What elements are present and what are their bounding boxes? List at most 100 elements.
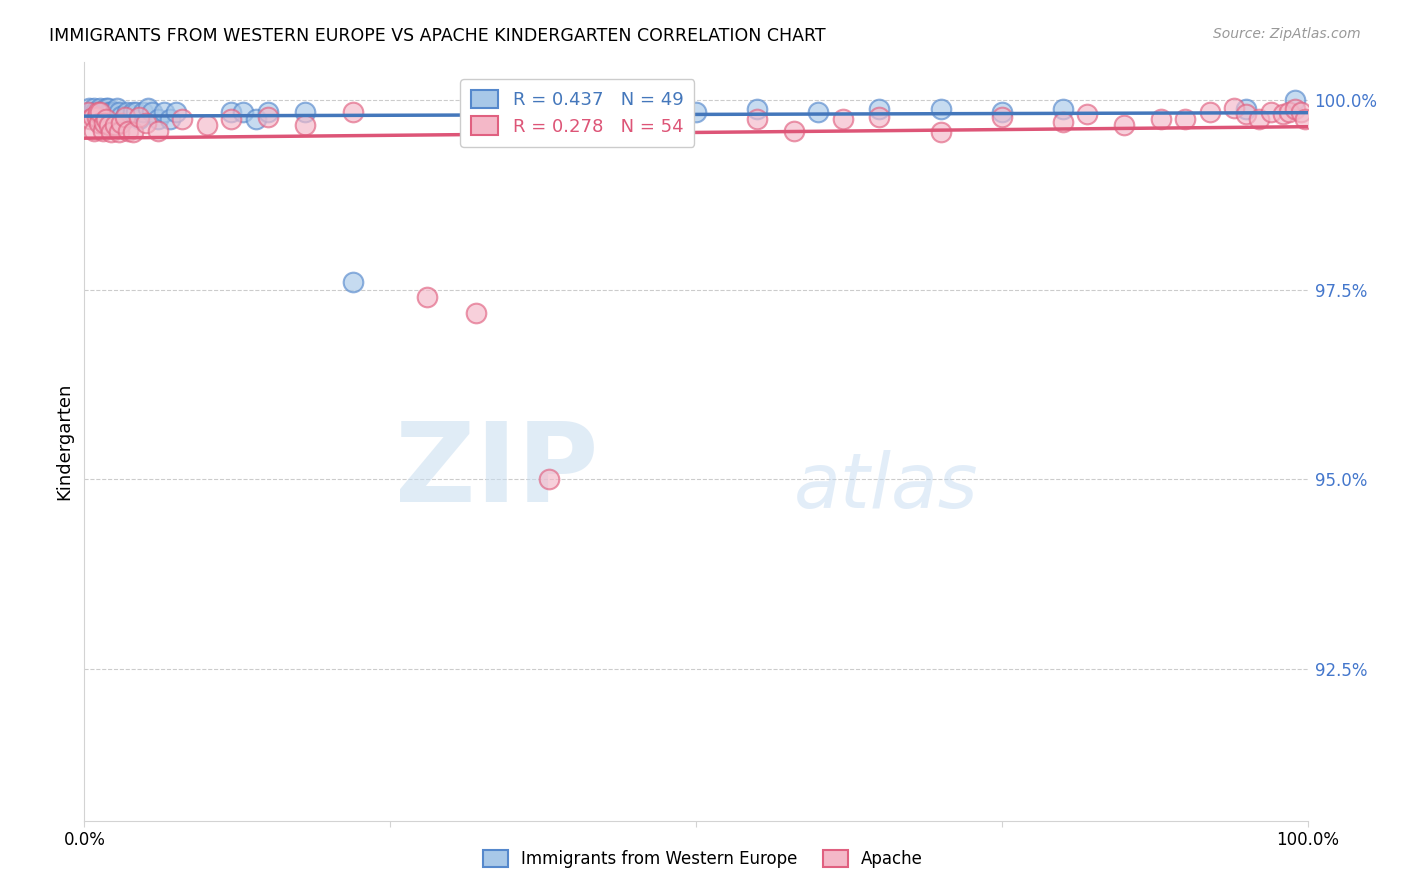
- Point: [146, 123, 169, 137]
- Point: [105, 101, 128, 115]
- Point: [1284, 103, 1306, 117]
- Point: [136, 101, 159, 115]
- Point: [929, 103, 952, 117]
- Point: [110, 116, 132, 130]
- Point: [128, 110, 150, 124]
- Point: [89, 104, 111, 119]
- Point: [869, 103, 891, 117]
- Point: [77, 104, 100, 119]
- Point: [93, 116, 115, 130]
- Point: [79, 112, 101, 127]
- Point: [104, 104, 127, 119]
- Point: [1052, 103, 1074, 117]
- Point: [104, 118, 127, 132]
- Point: [110, 108, 132, 122]
- Point: [93, 104, 115, 119]
- Point: [538, 473, 561, 487]
- Point: [96, 112, 118, 127]
- Point: [1052, 114, 1074, 128]
- Point: [232, 104, 254, 119]
- Point: [831, 112, 853, 127]
- Point: [122, 104, 145, 119]
- Point: [586, 118, 609, 132]
- Y-axis label: Kindergarten: Kindergarten: [55, 383, 73, 500]
- Point: [87, 104, 110, 119]
- Point: [90, 112, 112, 127]
- Point: [294, 104, 316, 119]
- Point: [96, 101, 118, 115]
- Point: [100, 104, 122, 119]
- Point: [991, 110, 1014, 124]
- Point: [1150, 112, 1173, 127]
- Point: [153, 104, 176, 119]
- Point: [685, 104, 707, 119]
- Point: [135, 116, 157, 130]
- Point: [991, 104, 1014, 119]
- Point: [165, 104, 187, 119]
- Point: [172, 112, 194, 127]
- Point: [342, 276, 364, 290]
- Point: [146, 112, 169, 127]
- Legend: R = 0.437   N = 49, R = 0.278   N = 54: R = 0.437 N = 49, R = 0.278 N = 54: [460, 79, 695, 146]
- Point: [929, 125, 952, 139]
- Legend: Immigrants from Western Europe, Apache: Immigrants from Western Europe, Apache: [477, 843, 929, 875]
- Point: [1294, 112, 1316, 127]
- Point: [77, 101, 100, 115]
- Point: [245, 112, 267, 127]
- Point: [115, 104, 138, 119]
- Point: [1236, 107, 1258, 121]
- Point: [141, 104, 163, 119]
- Point: [1174, 112, 1197, 127]
- Point: [117, 123, 139, 137]
- Point: [1236, 103, 1258, 117]
- Text: ZIP: ZIP: [395, 418, 598, 525]
- Point: [464, 305, 486, 319]
- Point: [807, 104, 830, 119]
- Point: [783, 123, 806, 137]
- Point: [82, 110, 104, 124]
- Point: [128, 112, 150, 127]
- Point: [97, 104, 120, 119]
- Text: Source: ZipAtlas.com: Source: ZipAtlas.com: [1213, 27, 1361, 41]
- Point: [219, 112, 242, 127]
- Point: [107, 104, 129, 119]
- Point: [1278, 104, 1301, 119]
- Point: [112, 112, 135, 127]
- Text: atlas: atlas: [794, 450, 979, 524]
- Point: [1198, 104, 1220, 119]
- Point: [538, 104, 561, 119]
- Point: [94, 104, 117, 119]
- Point: [80, 104, 103, 119]
- Point: [87, 116, 110, 130]
- Point: [91, 104, 114, 119]
- Point: [869, 110, 891, 124]
- Point: [114, 110, 136, 124]
- Point: [103, 112, 125, 127]
- Point: [219, 104, 242, 119]
- Point: [83, 123, 105, 137]
- Point: [107, 125, 129, 139]
- Point: [159, 112, 181, 127]
- Point: [1223, 101, 1246, 115]
- Point: [747, 112, 769, 127]
- Point: [83, 101, 105, 115]
- Point: [1114, 118, 1136, 132]
- Point: [747, 103, 769, 117]
- Point: [97, 101, 120, 115]
- Point: [122, 125, 145, 139]
- Point: [1284, 93, 1306, 107]
- Point: [91, 123, 114, 137]
- Point: [125, 104, 148, 119]
- Point: [257, 104, 280, 119]
- Point: [294, 118, 316, 132]
- Point: [86, 112, 108, 127]
- Point: [100, 125, 122, 139]
- Point: [1272, 107, 1295, 121]
- Point: [1076, 107, 1098, 121]
- Text: IMMIGRANTS FROM WESTERN EUROPE VS APACHE KINDERGARTEN CORRELATION CHART: IMMIGRANTS FROM WESTERN EUROPE VS APACHE…: [49, 27, 825, 45]
- Point: [416, 291, 439, 305]
- Point: [87, 104, 110, 119]
- Point: [132, 104, 155, 119]
- Point: [257, 110, 280, 124]
- Point: [342, 104, 364, 119]
